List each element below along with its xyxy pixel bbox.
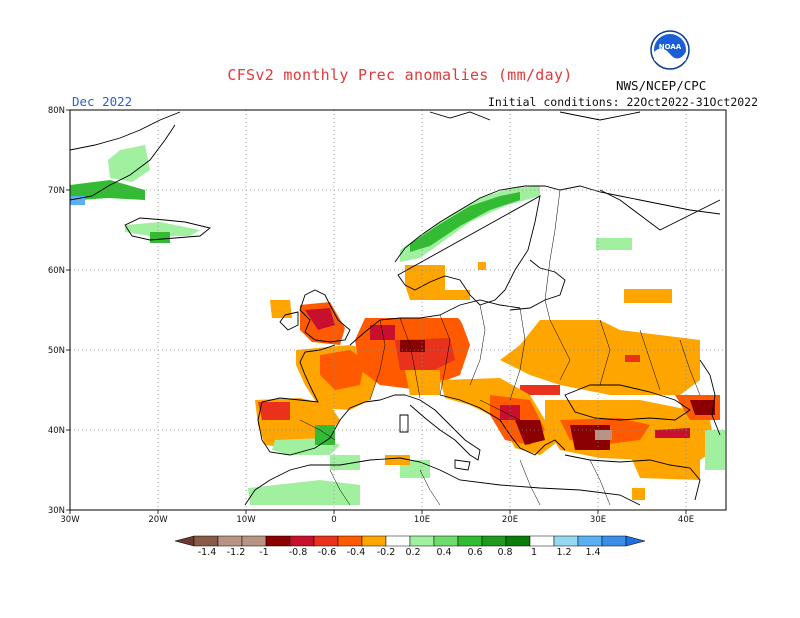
colorbar-swatch xyxy=(577,535,603,547)
axis-ticks xyxy=(66,109,687,514)
lat-label-50n: 50N xyxy=(48,346,65,356)
colorbar-label: -0.4 xyxy=(346,547,366,558)
colorbar-swatch xyxy=(529,535,555,547)
colorbar-label: 0.8 xyxy=(497,547,513,558)
colorbar-swatch xyxy=(601,535,627,547)
colorbar-swatch xyxy=(433,535,459,547)
colorbar-swatch xyxy=(337,535,363,547)
map-title: CFSv2 monthly Prec anomalies (mm/day) xyxy=(227,66,573,84)
lat-label-30n: 30N xyxy=(48,506,65,516)
colorbar-swatch xyxy=(457,535,483,547)
noaa-logo: NOAA xyxy=(650,30,690,70)
lon-label-20w: 20W xyxy=(148,515,168,525)
colorbar-label: 0.2 xyxy=(405,547,421,558)
colorbar-label: 0.6 xyxy=(467,547,483,558)
lon-label-10e: 10E xyxy=(414,515,430,525)
map-frame xyxy=(69,109,727,511)
lon-label-40e: 40E xyxy=(678,515,694,525)
lat-label-40n: 40N xyxy=(48,426,65,436)
borders xyxy=(299,189,701,506)
colorbar-label: -1.2 xyxy=(226,547,246,558)
graticule xyxy=(70,110,726,510)
colorbar-label: -0.2 xyxy=(376,547,396,558)
colorbar-label: 1 xyxy=(530,547,538,558)
lon-label-0: 0 xyxy=(331,515,336,525)
colorbar-swatch xyxy=(505,535,531,547)
agency-label: NWS/NCEP/CPC xyxy=(616,78,707,93)
colorbar-arrow-low xyxy=(174,535,195,547)
colorbar-swatch xyxy=(481,535,507,547)
initial-conditions: Initial conditions: 22Oct2022-31Oct2022 xyxy=(488,95,759,109)
lon-labels: 30W 20W 10W 0 10E 20E 30E 40E xyxy=(60,515,694,525)
colorbar-label: 0.4 xyxy=(436,547,452,558)
colorbar-swatch xyxy=(409,535,435,547)
colorbar-swatch xyxy=(289,535,315,547)
colorbar-swatch xyxy=(241,535,267,547)
lon-label-30w: 30W xyxy=(60,515,80,525)
colorbar-swatch xyxy=(217,535,243,547)
lat-label-70n: 70N xyxy=(48,186,65,196)
colorbar-swatch xyxy=(193,535,219,547)
coastlines xyxy=(70,111,721,506)
forecast-month: Dec 2022 xyxy=(72,94,133,109)
lat-label-80n: 80N xyxy=(48,106,65,116)
colorbar-label: -0.8 xyxy=(288,547,308,558)
anomaly-patches xyxy=(70,145,725,505)
lon-label-10w: 10W xyxy=(236,515,256,525)
colorbar-swatch xyxy=(553,535,579,547)
colorbar-label: -1.4 xyxy=(197,547,217,558)
colorbar-label: -1 xyxy=(259,547,269,558)
colorbar-label: 1.4 xyxy=(585,547,601,558)
lat-label-60n: 60N xyxy=(48,266,65,276)
colorbar-swatch xyxy=(313,535,339,547)
colorbar-label: 1.2 xyxy=(556,547,572,558)
lon-label-20e: 20E xyxy=(502,515,518,525)
colorbar xyxy=(174,535,646,547)
logo-text: NOAA xyxy=(659,43,682,51)
colorbar-swatch xyxy=(265,535,291,547)
lon-label-30e: 30E xyxy=(590,515,606,525)
colorbar-arrow-high xyxy=(625,535,646,547)
colorbar-swatch xyxy=(361,535,387,547)
colorbar-label: -0.6 xyxy=(317,547,337,558)
lat-labels: 80N 70N 60N 50N 40N 30N xyxy=(48,106,65,516)
colorbar-swatch xyxy=(385,535,411,547)
